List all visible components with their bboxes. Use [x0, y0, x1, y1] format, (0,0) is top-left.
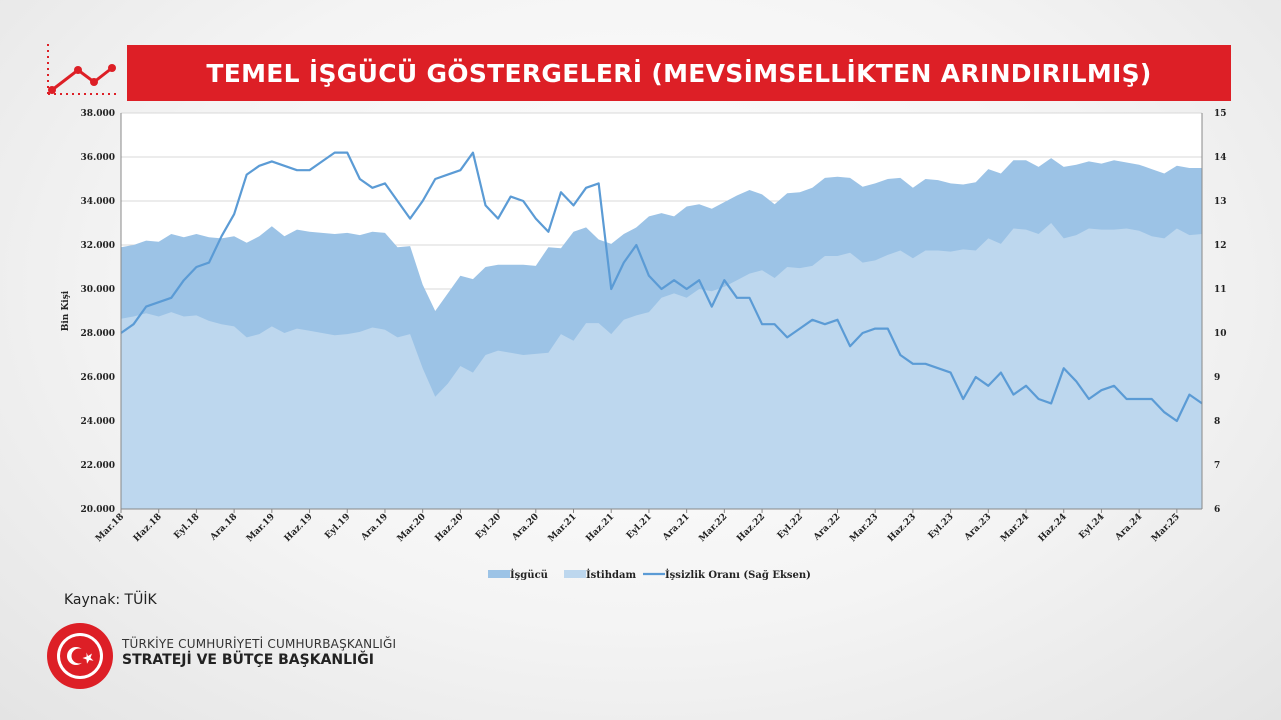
x-tick-label: Haz.23	[886, 512, 918, 544]
y2-tick-label: 6	[1214, 505, 1220, 515]
x-tick-label: Eyl.20	[474, 512, 503, 541]
legend-label: İstihdam	[586, 568, 636, 581]
y-tick-label: 34.000	[81, 197, 115, 207]
y2-tick-label: 9	[1214, 373, 1220, 383]
x-tick-label: Mar.25	[1150, 512, 1182, 544]
x-tick-label: Haz.22	[735, 512, 767, 544]
y-tick-label: 24.000	[81, 417, 115, 427]
x-tick-label: Eyl.22	[776, 512, 805, 541]
x-tick-label: Ara.21	[660, 512, 691, 543]
x-tick-label: Ara.19	[359, 512, 390, 543]
legend-unemployment-rate: İşsizlik Oranı (Sağ Eksen)	[643, 568, 811, 581]
legend-swatch	[488, 570, 510, 578]
y2-tick-label: 11	[1214, 285, 1227, 295]
y2-tick-label: 12	[1214, 241, 1227, 251]
legend-labor-force: İşgücü	[488, 568, 548, 581]
x-tick-label: Haz.20	[434, 512, 466, 544]
x-tick-label: Eyl.23	[927, 512, 956, 541]
y-tick-label: 28.000	[81, 329, 115, 339]
sbb-seal-logo	[46, 622, 114, 695]
x-tick-label: Ara.22	[811, 512, 842, 543]
x-tick-label: Mar.20	[396, 512, 428, 544]
y2-tick-label: 7	[1214, 461, 1220, 471]
org-name-line1: TÜRKİYE CUMHURİYETİ CUMHURBAŞKANLIĞI	[122, 637, 397, 651]
legend-label: İşsizlik Oranı (Sağ Eksen)	[665, 568, 811, 581]
x-tick-label: Mar.19	[245, 512, 277, 544]
trend-line-icon	[44, 42, 120, 103]
x-tick-label: Eyl.24	[1077, 512, 1106, 541]
y-tick-label: 26.000	[81, 373, 115, 383]
x-tick-label: Haz.24	[1037, 512, 1069, 544]
y-tick-label: 30.000	[81, 285, 115, 295]
title-bar: TEMEL İŞGÜCÜ GÖSTERGELERİ (MEVSİMSELLİKT…	[127, 45, 1231, 101]
x-tick-label: Ara.20	[510, 512, 541, 543]
page-title: TEMEL İŞGÜCÜ GÖSTERGELERİ (MEVSİMSELLİKT…	[206, 58, 1152, 88]
y2-tick-label: 13	[1214, 197, 1227, 207]
x-tick-label: Mar.21	[547, 512, 579, 544]
x-tick-label: Ara.24	[1113, 512, 1144, 543]
y-tick-label: 32.000	[81, 241, 115, 251]
labor-chart: 20.000 22.000 24.000 26.000 28.000 30.000 32.0…	[61, 109, 1227, 581]
y-tick-label: 38.000	[81, 109, 115, 119]
y2-tick-label: 10	[1214, 329, 1227, 339]
chart-legend: İşgücü İstihdam İşsizlik Oranı (Sağ Eksen)	[488, 568, 811, 581]
y2-tick-label: 8	[1214, 417, 1220, 427]
legend-label: İşgücü	[510, 568, 548, 581]
y-axis-title: Bin Kişi	[61, 290, 71, 331]
chart-areas	[121, 158, 1202, 509]
x-tick-label: Haz.18	[132, 512, 164, 544]
x-tick-label: Mar.18	[94, 512, 126, 544]
x-tick-label: Mar.24	[999, 512, 1031, 544]
x-tick-label: Haz.19	[283, 512, 315, 544]
y2-tick-label: 14	[1214, 153, 1227, 163]
x-tick-label: Eyl.19	[323, 512, 352, 541]
org-name-line2: STRATEJİ VE BÜTÇE BAŞKANLIĞI	[122, 652, 374, 668]
x-tick-label: Mar.22	[697, 512, 729, 544]
legend-swatch	[564, 570, 586, 578]
x-tick-label: Haz.21	[584, 512, 616, 544]
x-tick-label: Ara.23	[962, 512, 993, 543]
x-tick-label: Eyl.18	[172, 512, 201, 541]
x-tick-label: Mar.23	[848, 512, 880, 544]
legend-employment: İstihdam	[564, 568, 636, 581]
chart-lines	[120, 151, 1203, 423]
area-employment	[121, 223, 1202, 509]
y-tick-label: 20.000	[81, 505, 115, 515]
y-tick-label: 22.000	[81, 461, 115, 471]
x-tick-label: Eyl.21	[625, 512, 654, 541]
y-tick-label: 36.000	[81, 153, 115, 163]
source-note: Kaynak: TÜİK	[64, 592, 157, 608]
y2-tick-label: 15	[1214, 109, 1227, 119]
line-unemployment-rate	[120, 151, 1203, 423]
x-tick-label: Ara.18	[208, 512, 239, 543]
